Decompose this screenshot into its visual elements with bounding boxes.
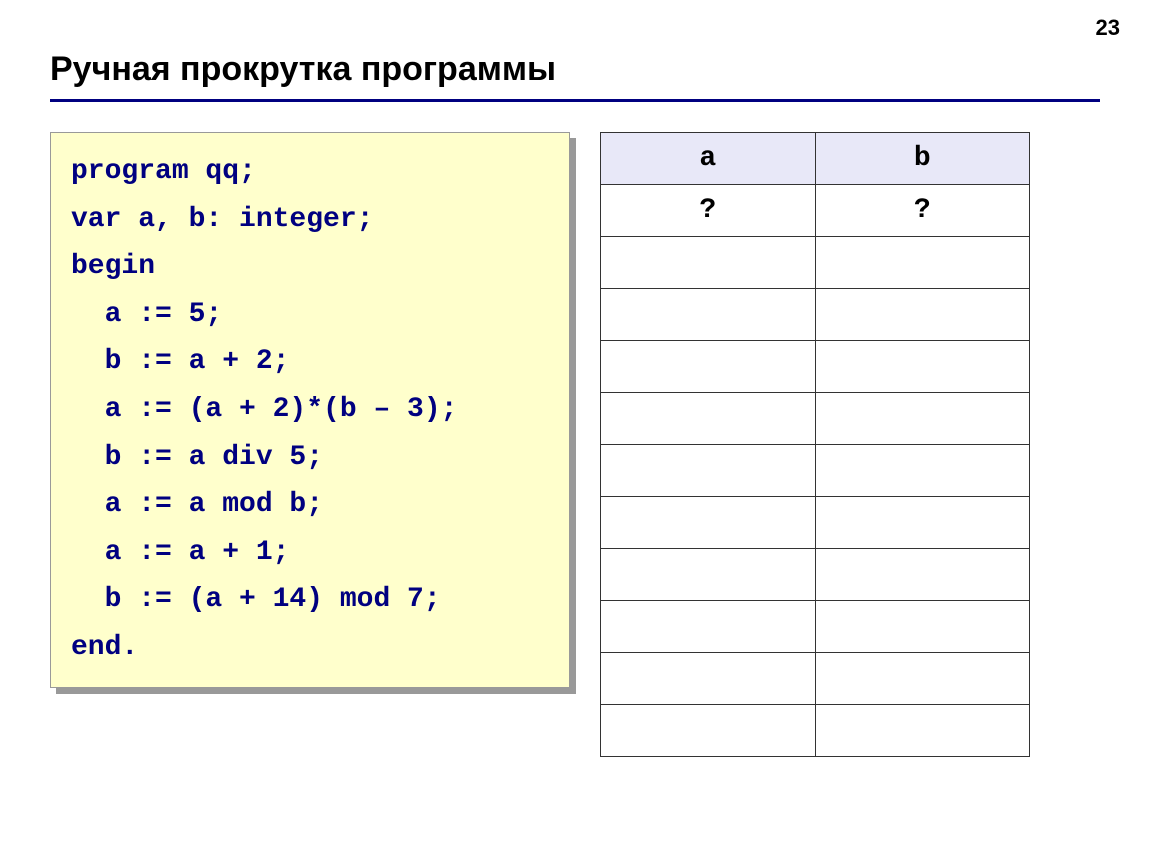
code-line: var a, b: integer; xyxy=(71,204,373,235)
cell xyxy=(815,393,1030,445)
cell xyxy=(815,653,1030,705)
cell xyxy=(601,289,816,341)
code-block: program qq; var a, b: integer; begin a :… xyxy=(50,132,570,688)
cell xyxy=(601,393,816,445)
table-row xyxy=(601,341,1030,393)
cell xyxy=(815,705,1030,757)
table-row xyxy=(601,445,1030,497)
code-line: a := a + 1; xyxy=(71,537,289,568)
cell xyxy=(601,653,816,705)
cell xyxy=(601,445,816,497)
table-row xyxy=(601,497,1030,549)
cell xyxy=(601,341,816,393)
table-row xyxy=(601,289,1030,341)
code-line: a := 5; xyxy=(71,299,222,330)
cell xyxy=(601,705,816,757)
trace-table: a b ? ? xyxy=(600,132,1030,757)
table-row xyxy=(601,705,1030,757)
cell xyxy=(815,237,1030,289)
table-row xyxy=(601,549,1030,601)
cell: ? xyxy=(601,185,816,237)
column-header-b: b xyxy=(815,133,1030,185)
table-header-row: a b xyxy=(601,133,1030,185)
code-line: program qq; xyxy=(71,156,256,187)
code-line: a := a mod b; xyxy=(71,489,323,520)
code-line: end. xyxy=(71,632,138,663)
page-title: Ручная прокрутка программы xyxy=(50,50,1100,89)
table-row: ? ? xyxy=(601,185,1030,237)
cell xyxy=(815,601,1030,653)
cell xyxy=(815,549,1030,601)
content-area: program qq; var a, b: integer; begin a :… xyxy=(50,132,1100,757)
cell xyxy=(815,289,1030,341)
code-line: b := a + 2; xyxy=(71,346,289,377)
column-header-a: a xyxy=(601,133,816,185)
table-row xyxy=(601,393,1030,445)
table-row xyxy=(601,237,1030,289)
cell xyxy=(601,237,816,289)
code-line: b := a div 5; xyxy=(71,442,323,473)
table-row xyxy=(601,653,1030,705)
table-row xyxy=(601,601,1030,653)
code-line: a := (a + 2)*(b – 3); xyxy=(71,394,457,425)
cell xyxy=(601,549,816,601)
cell xyxy=(601,601,816,653)
title-underline xyxy=(50,99,1100,102)
page-number: 23 xyxy=(1096,15,1120,41)
cell xyxy=(815,445,1030,497)
cell xyxy=(815,341,1030,393)
cell xyxy=(601,497,816,549)
code-line: begin xyxy=(71,251,155,282)
code-line: b := (a + 14) mod 7; xyxy=(71,584,441,615)
cell: ? xyxy=(815,185,1030,237)
cell xyxy=(815,497,1030,549)
